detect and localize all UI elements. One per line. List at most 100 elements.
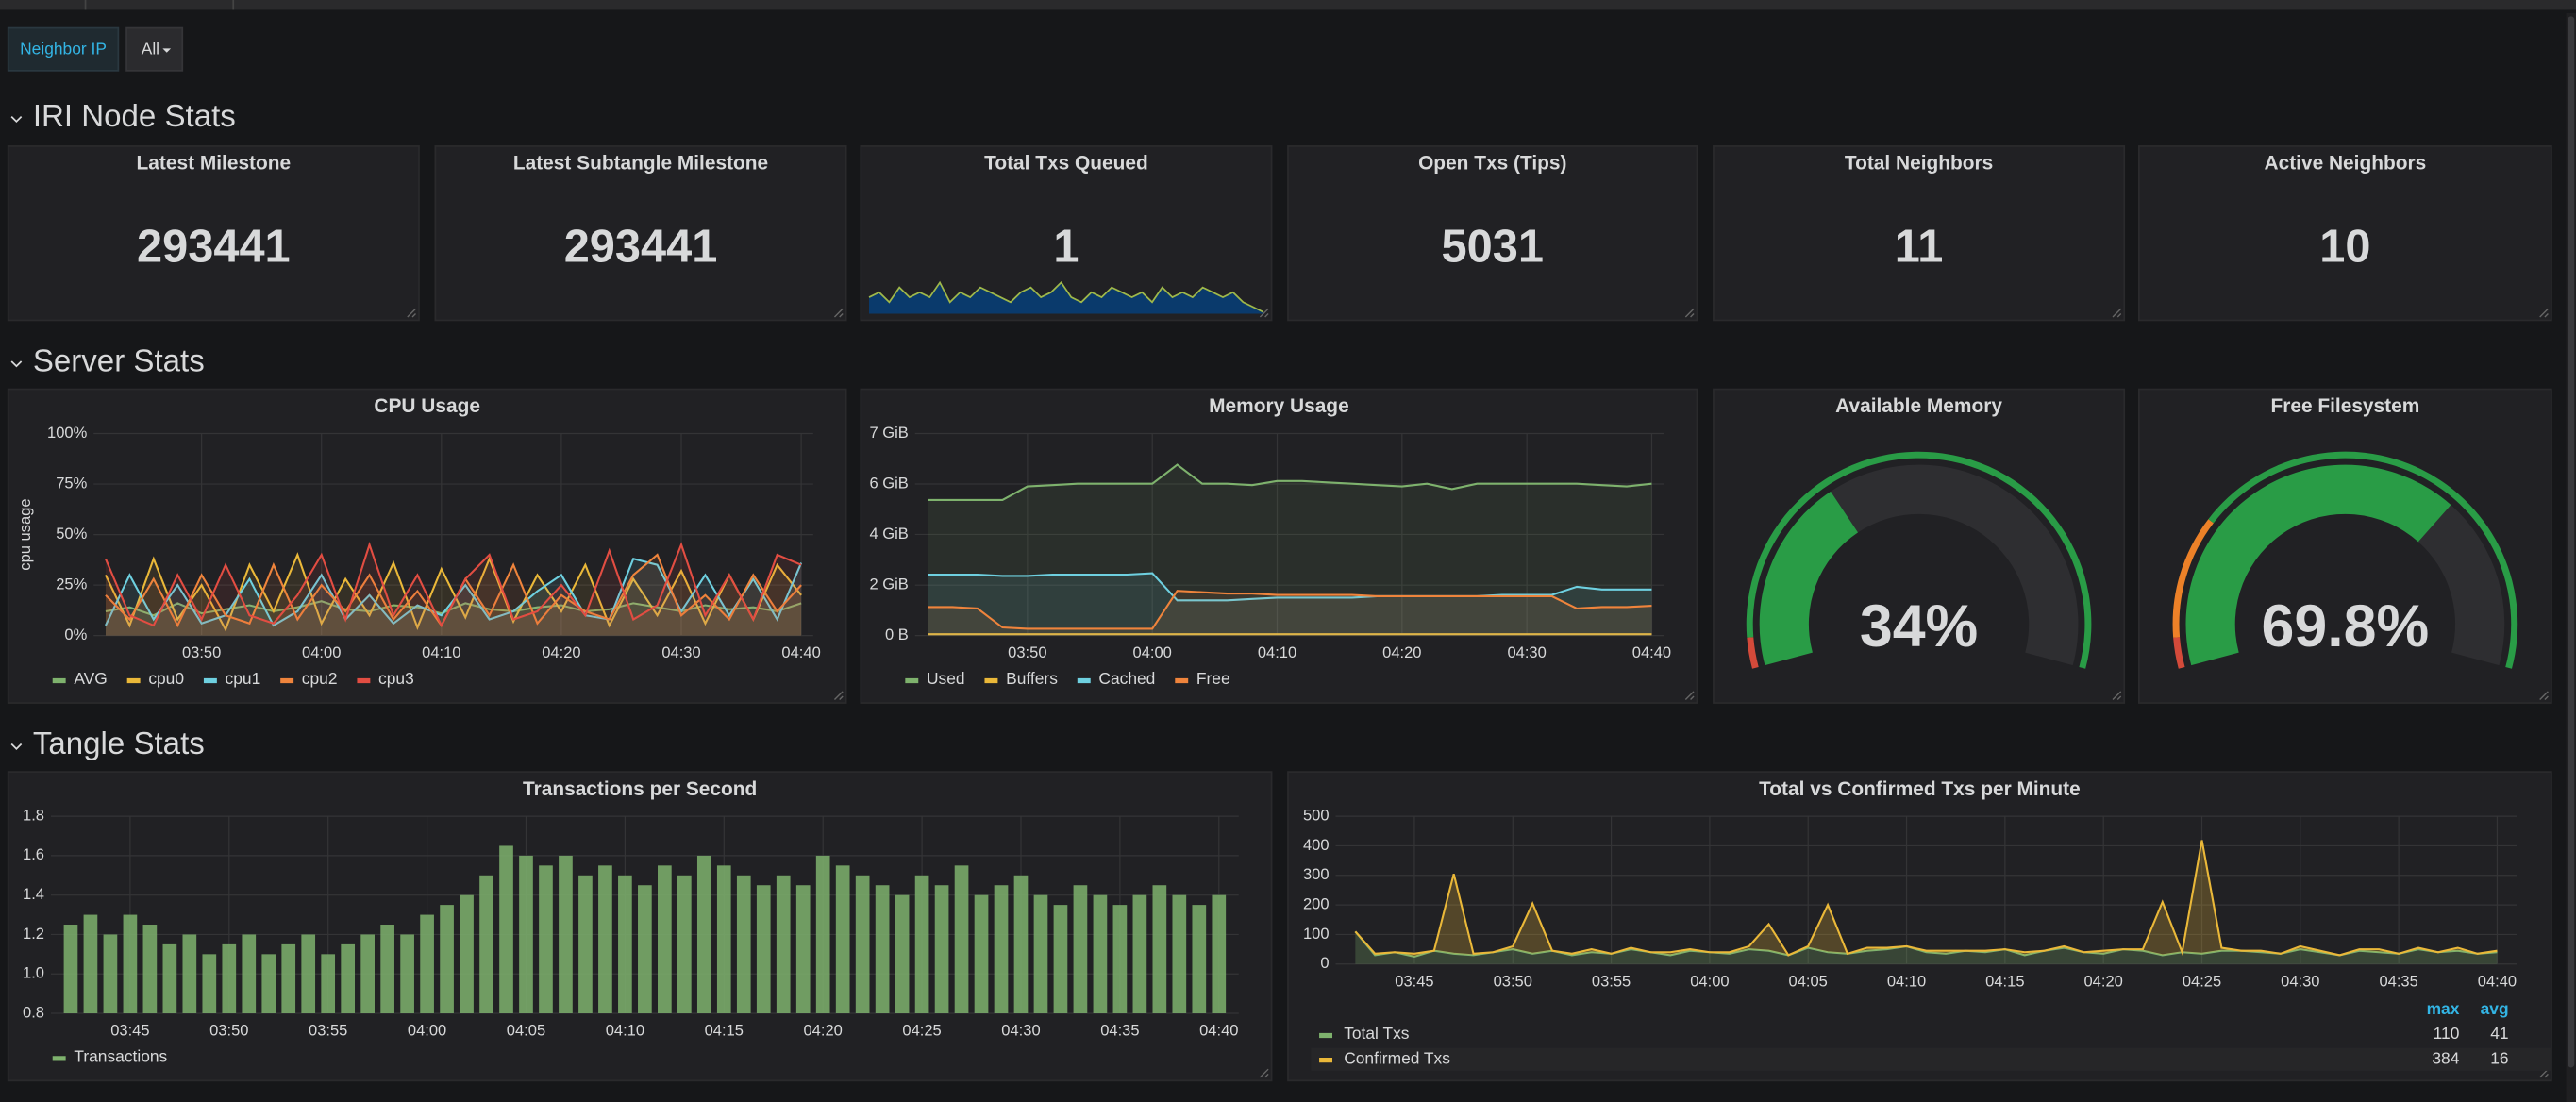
legend-key	[984, 677, 998, 684]
bar	[341, 943, 356, 1014]
stat-value: 5031	[1442, 221, 1544, 272]
row-collapse-chevron[interactable]	[10, 115, 23, 124]
legend-key	[52, 1056, 66, 1061]
top-bar	[0, 0, 2576, 10]
series-area	[928, 573, 1652, 636]
y-tick-label: 500	[1303, 806, 1330, 824]
stat-value: 1	[1053, 221, 1079, 272]
resize-handle[interactable]	[2539, 691, 2549, 701]
x-tick-label: 04:30	[1507, 643, 1546, 661]
panel	[1713, 145, 2126, 322]
stat-value: 293441	[564, 221, 718, 272]
panel-title[interactable]: Memory Usage	[1209, 395, 1349, 417]
gauge-track	[1831, 464, 2079, 666]
bar	[420, 914, 434, 1014]
x-tick-label: 04:20	[542, 643, 580, 661]
y-tick-label: 1.0	[23, 964, 44, 982]
bar	[301, 934, 316, 1014]
bar	[954, 865, 969, 1014]
variable-value[interactable]: All	[142, 40, 159, 58]
panel-title[interactable]: Available Memory	[1835, 395, 2002, 417]
variable-dropdown[interactable]	[125, 26, 184, 72]
y-tick-label: 75%	[56, 474, 87, 492]
bar	[519, 855, 533, 1014]
bar	[1093, 894, 1108, 1014]
legend-label: Free	[1196, 669, 1230, 688]
panel-title[interactable]: Total Neighbors	[1845, 153, 1993, 175]
series-area	[1355, 840, 2498, 957]
bar	[795, 885, 811, 1014]
bar	[380, 925, 394, 1014]
panel	[1287, 145, 1698, 322]
bar	[321, 954, 336, 1014]
bar	[1212, 894, 1227, 1014]
x-tick-label: 04:15	[1985, 972, 2024, 990]
row-collapse-chevron[interactable]	[10, 743, 23, 750]
resize-handle[interactable]	[833, 691, 844, 701]
row-title[interactable]: IRI Node Stats	[33, 99, 236, 134]
panel	[2138, 145, 2552, 322]
panel-title[interactable]: Total vs Confirmed Txs per Minute	[1759, 778, 2081, 800]
series-line	[105, 552, 802, 632]
panel-title[interactable]: Latest Subtangle Milestone	[513, 153, 768, 175]
series-area	[1355, 931, 2498, 964]
resize-handle[interactable]	[2112, 308, 2122, 318]
row-collapse-chevron[interactable]	[10, 360, 23, 368]
bar	[281, 943, 296, 1014]
row-title[interactable]: Server Stats	[33, 343, 205, 378]
legend-key	[126, 677, 141, 684]
panel-title[interactable]: Latest Milestone	[137, 153, 292, 175]
panel-title[interactable]: Active Neighbors	[2265, 153, 2427, 175]
dropdown-caret[interactable]	[162, 48, 172, 53]
scrollbar-thumb[interactable]	[2568, 16, 2575, 1068]
series-line	[104, 541, 802, 628]
legend-value: 41	[2490, 1024, 2508, 1043]
row-title[interactable]: Tangle Stats	[33, 726, 205, 761]
panel-title[interactable]: Open Txs (Tips)	[1418, 153, 1566, 175]
x-tick-label: 03:50	[1494, 972, 1532, 990]
panel-title[interactable]: CPU Usage	[374, 395, 480, 417]
x-tick-label: 04:25	[902, 1022, 941, 1040]
gauge-track	[2417, 505, 2505, 666]
bar	[1033, 894, 1048, 1014]
y-tick-label: 1.2	[23, 925, 44, 943]
legend-label: cpu2	[302, 669, 338, 688]
legend-label: AVG	[74, 669, 107, 688]
resize-handle[interactable]	[1684, 691, 1695, 701]
y-tick-label: 1.6	[23, 845, 44, 863]
x-tick-label: 04:00	[408, 1022, 446, 1040]
bar	[539, 865, 553, 1014]
resize-handle[interactable]	[1684, 308, 1695, 318]
bar	[1132, 894, 1147, 1014]
panel-title[interactable]: Free Filesystem	[2270, 395, 2419, 417]
panel-title[interactable]: Total Txs Queued	[984, 153, 1148, 175]
panel	[7, 145, 420, 322]
bar	[638, 885, 652, 1014]
resize-handle[interactable]	[1259, 308, 1269, 318]
resize-handle[interactable]	[407, 308, 416, 318]
legend-key	[1077, 677, 1091, 684]
resize-handle[interactable]	[2539, 308, 2549, 318]
stat-value: 10	[2319, 221, 2370, 272]
bar	[1013, 875, 1029, 1014]
bar	[440, 905, 454, 1014]
legend-label: Total Txs	[1344, 1024, 1410, 1043]
resize-handle[interactable]	[1259, 1068, 1269, 1078]
series-area	[105, 544, 802, 636]
bar	[400, 934, 414, 1014]
y-tick-label: 4 GiB	[869, 525, 908, 543]
y-tick-label: 2 GiB	[869, 576, 908, 593]
resize-handle[interactable]	[2112, 691, 2122, 701]
legend-key	[1319, 1032, 1333, 1039]
gauge-value-arc	[2185, 464, 2451, 666]
legend-label: cpu3	[378, 669, 414, 688]
bar	[914, 875, 929, 1014]
resize-handle[interactable]	[833, 308, 844, 318]
x-tick-label: 03:45	[1395, 972, 1433, 990]
bar	[1053, 905, 1068, 1014]
legend-key	[357, 677, 371, 684]
legend-value: 110	[2434, 1024, 2460, 1043]
panel-title[interactable]: Transactions per Second	[523, 778, 757, 800]
y-tick-label: 6 GiB	[869, 474, 908, 492]
